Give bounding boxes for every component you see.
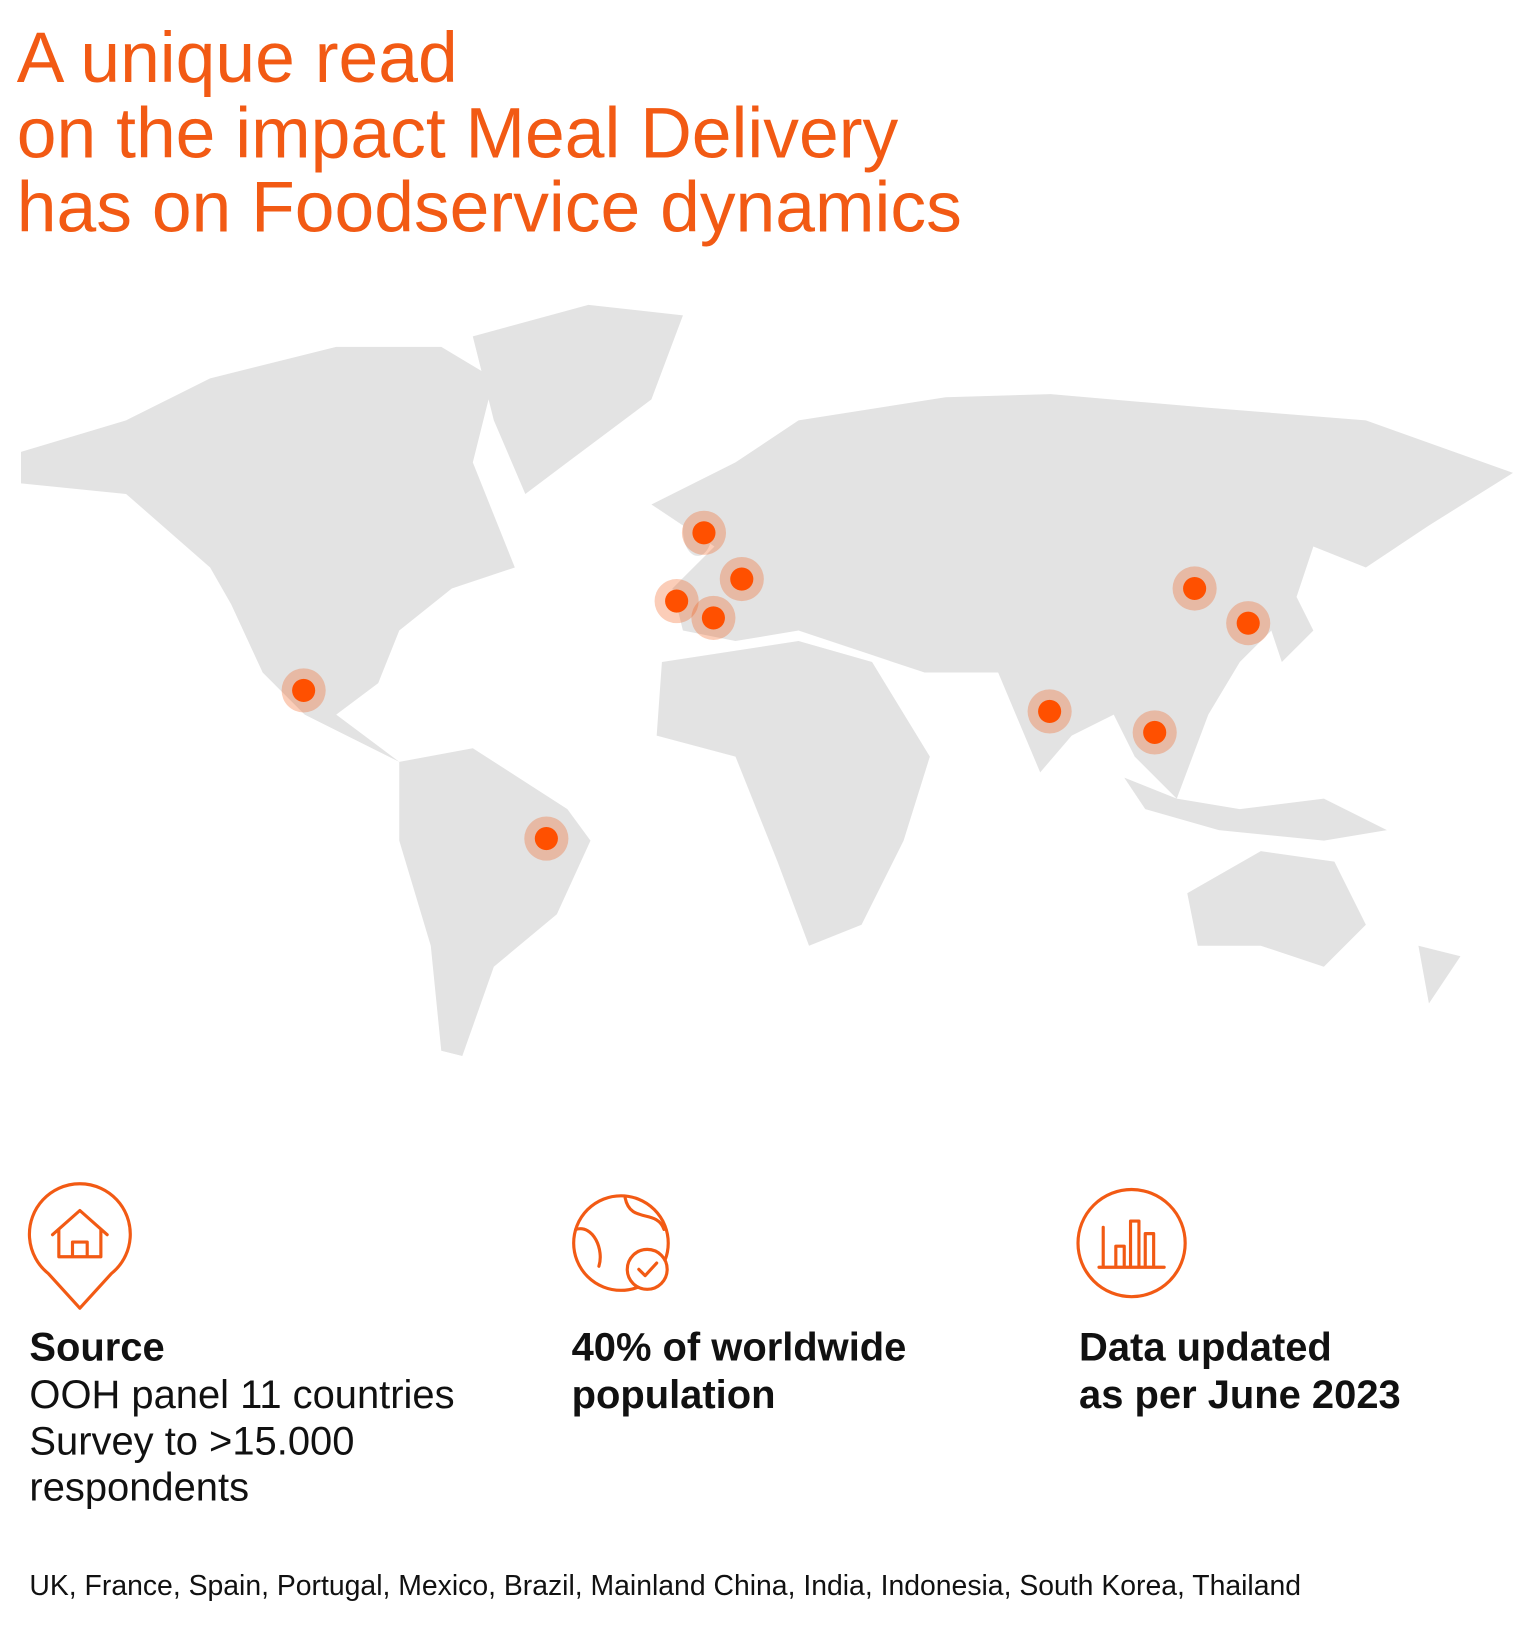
- stat-text: OOH panel 11 countries: [29, 1373, 454, 1417]
- title-line: has on Foodservice dynamics: [17, 167, 962, 247]
- globe-icon: [572, 1194, 670, 1292]
- stat-heading: 40% of worldwide: [572, 1326, 907, 1370]
- stat-heading: Source: [29, 1326, 164, 1370]
- country-markers: [281, 510, 1271, 861]
- title-line: A unique read: [17, 18, 458, 98]
- stat-heading: population: [572, 1373, 776, 1417]
- stat-heading: Data updated: [1079, 1326, 1332, 1370]
- world-map: [21, 304, 1513, 1057]
- stat-text: Survey to >15.000: [29, 1419, 354, 1463]
- stat-text: respondents: [29, 1465, 249, 1509]
- chart-icon: [1076, 1187, 1187, 1299]
- stat-heading: as per June 2023: [1079, 1373, 1401, 1417]
- location-icon: [27, 1182, 132, 1310]
- title-line: on the impact Meal Delivery: [17, 94, 899, 174]
- country-list: UK, France, Spain, Portugal, Mexico, Bra…: [29, 1570, 1301, 1602]
